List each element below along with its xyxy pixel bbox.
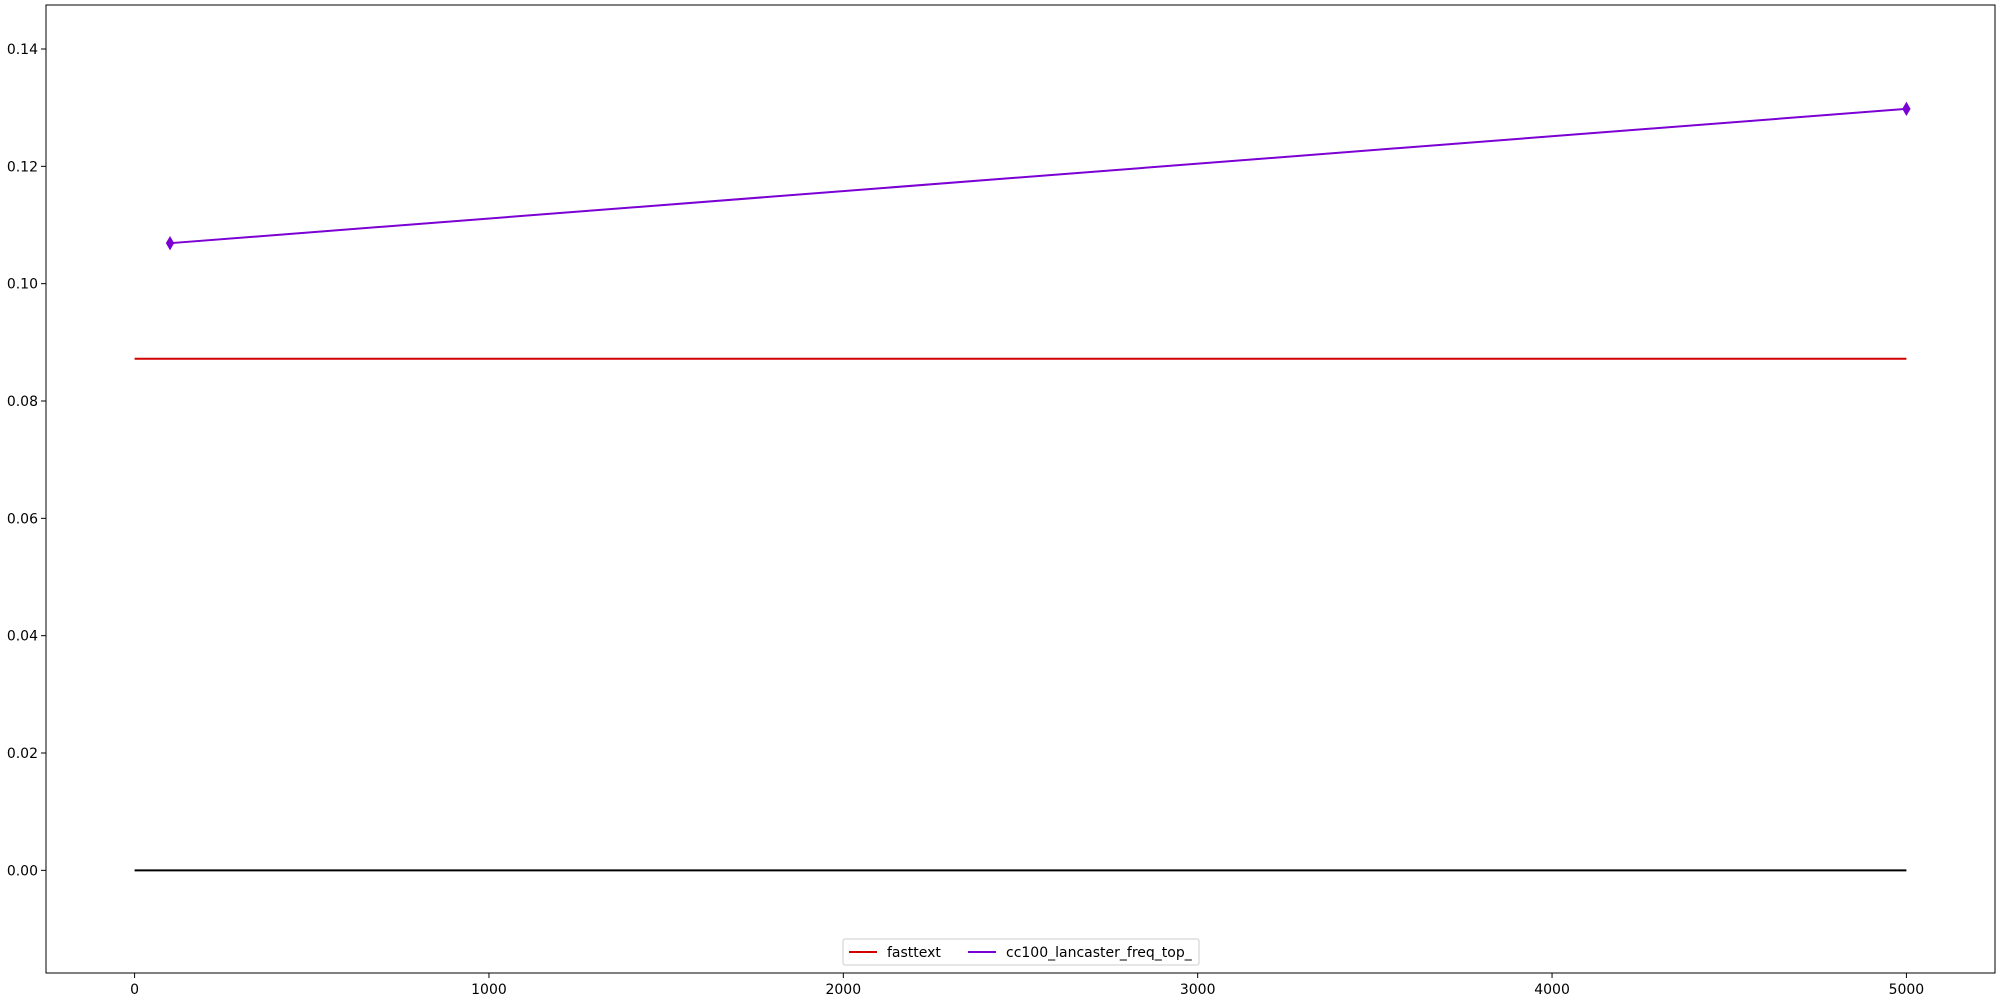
series-line-cc100_lancaster_freq_top_ — [169, 107, 1907, 245]
y-tick-label: 0.04 — [7, 629, 38, 645]
x-tick-label: 5000 — [1889, 982, 1925, 998]
y-tick-label: 0.06 — [7, 511, 38, 527]
y-tick-label: 0.00 — [7, 863, 38, 879]
y-tick-label: 0.12 — [7, 159, 38, 175]
x-tick-label: 0 — [130, 982, 139, 998]
plot-area — [134, 101, 1911, 872]
legend-label-fasttext: fasttext — [887, 945, 941, 961]
x-tick-label: 3000 — [1180, 982, 1216, 998]
data-point-cc100_lancaster_freq_top_-1 — [1902, 101, 1911, 117]
legend: fasttext cc100_lancaster_freq_top_ — [842, 938, 1200, 966]
y-tick-label: 0.08 — [7, 394, 38, 410]
y-tick-label: 0.14 — [7, 42, 38, 58]
x-tick-label: 2000 — [825, 982, 861, 998]
plot-frame — [45, 4, 1996, 974]
x-tick-label: 4000 — [1534, 982, 1570, 998]
y-tick-label: 0.10 — [7, 277, 38, 293]
y-tick-label: 0.02 — [7, 746, 38, 762]
legend-label-cc100_lancaster_freq_top_: cc100_lancaster_freq_top_ — [1006, 945, 1193, 961]
x-tick-label: 1000 — [471, 982, 507, 998]
legend-box — [842, 938, 1200, 966]
axes: 0 1000 2000 3000 4000 5000 0.00 0.02 0.04 0.06 0.0… — [7, 4, 1996, 998]
data-point-cc100_lancaster_freq_top_-0 — [165, 235, 175, 251]
